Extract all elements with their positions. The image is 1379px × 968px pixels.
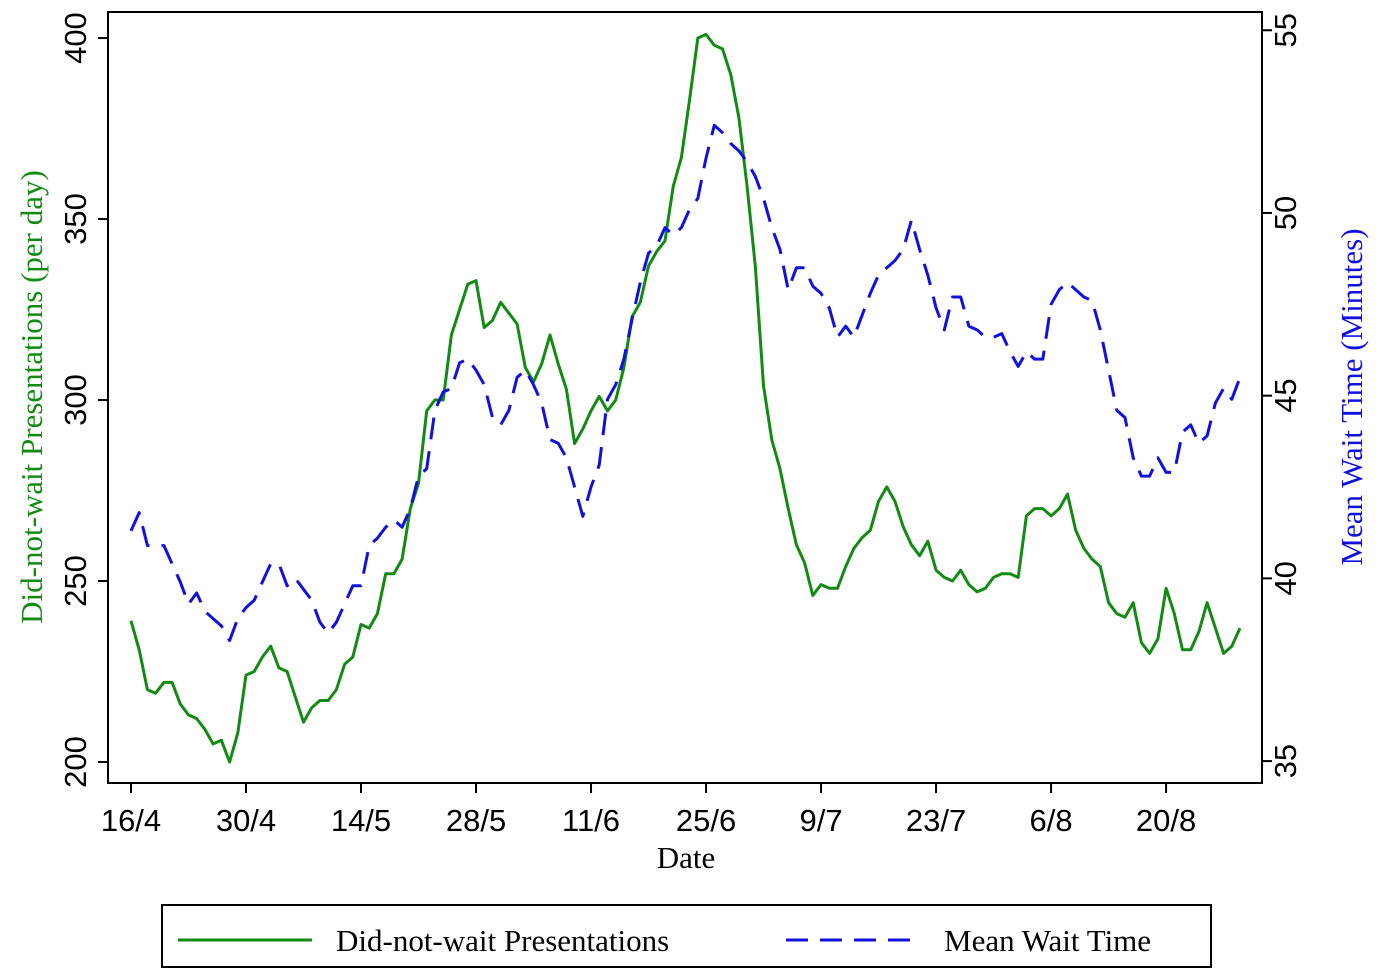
y2-tick-label: 45 [1268, 378, 1303, 412]
y-axis-title: Did-not-wait Presentations (per day) [14, 170, 49, 624]
plot-frame [107, 11, 1263, 784]
x-tick-label: 14/5 [331, 803, 391, 838]
y-tick-label: 400 [58, 12, 93, 64]
x-axis-title: Date [657, 840, 716, 875]
legend-box [161, 904, 1212, 968]
y-tick-label: 300 [58, 374, 93, 426]
series-line [129, 32, 1242, 764]
legend-label: Mean Wait Time [944, 923, 1151, 958]
y2-axis-title: Mean Wait Time (Minutes) [1334, 228, 1369, 565]
x-tick-label: 16/4 [101, 803, 161, 838]
x-tick-label: 23/7 [906, 803, 966, 838]
x-tick-label: 30/4 [216, 803, 276, 838]
y2-tick-label: 35 [1268, 744, 1303, 778]
y-tick-label: 350 [58, 193, 93, 245]
legend-label: Did-not-wait Presentations [336, 923, 669, 958]
x-tick-label: 25/6 [676, 803, 736, 838]
y2-tick-label: 55 [1268, 13, 1303, 47]
x-tick-label: 9/7 [799, 803, 842, 838]
y-tick-label: 250 [58, 555, 93, 607]
x-tick-label: 20/8 [1136, 803, 1196, 838]
x-tick-label: 28/5 [446, 803, 506, 838]
x-tick-label: 11/6 [562, 803, 620, 838]
y-tick-label: 200 [58, 736, 93, 788]
x-tick-label: 6/8 [1030, 803, 1073, 838]
y2-tick-label: 40 [1268, 561, 1303, 595]
series-line [129, 123, 1242, 642]
y2-tick-label: 50 [1268, 196, 1303, 230]
